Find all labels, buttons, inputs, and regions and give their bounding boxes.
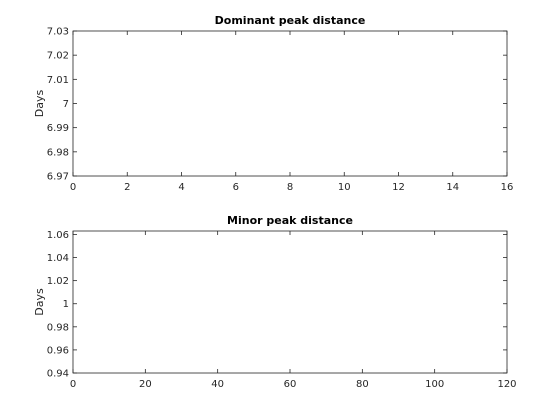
dominant-y-tick-label: 7.01 — [47, 75, 69, 86]
dominant-x-tick-label: 4 — [178, 182, 184, 193]
minor-y-axis-label: Days — [33, 288, 46, 316]
dominant-peak-panel: 0 2 4 6 8 10 12 14 16 6.97 6.98 6.99 7 7.01 7.02 7.03 Do… — [33, 14, 513, 193]
dominant-chart-title: Dominant peak distance — [215, 14, 366, 27]
minor-x-tick-label: 80 — [356, 379, 369, 390]
minor-y-tick-label: 0.96 — [47, 345, 69, 356]
dominant-x-tick-label: 12 — [392, 182, 405, 193]
minor-y-tick-label: 0.94 — [47, 369, 69, 380]
dominant-y-axis-label: Days — [33, 90, 46, 118]
minor-axes-frame — [72, 230, 508, 374]
dominant-x-tick-label: 0 — [70, 182, 76, 193]
minor-peak-panel: 0 20 40 60 80 100 120 0.94 0.96 0.98 1 1.02 1.04 1.06… — [33, 214, 517, 390]
dominant-y-tick-label: 6.98 — [47, 147, 69, 158]
minor-x-tick-label: 20 — [139, 379, 152, 390]
minor-y-tick-label: 1.02 — [47, 276, 69, 287]
dominant-x-tick-label: 14 — [446, 182, 459, 193]
dominant-x-tick-label: 2 — [124, 182, 130, 193]
minor-x-tick-label: 60 — [284, 379, 297, 390]
dominant-x-tick-label: 10 — [338, 182, 351, 193]
minor-y-tick-label: 0.98 — [47, 322, 69, 333]
dominant-y-tick-label: 6.99 — [47, 123, 69, 134]
dominant-x-tick-label: 8 — [287, 182, 293, 193]
minor-chart-title: Minor peak distance — [227, 214, 353, 227]
minor-x-tick-label: 120 — [497, 379, 516, 390]
dominant-x-tick-label: 16 — [501, 182, 514, 193]
dominant-y-tick-label: 7 — [63, 99, 69, 110]
dominant-y-tick-label: 7.02 — [47, 51, 69, 62]
minor-x-tick-label: 100 — [425, 379, 444, 390]
dominant-y-tick-label: 6.97 — [47, 172, 69, 183]
minor-y-tick-label: 1.06 — [47, 230, 69, 241]
minor-x-tick-label: 0 — [70, 379, 76, 390]
dominant-axes-frame — [72, 30, 508, 177]
minor-x-tick-label: 40 — [211, 379, 224, 390]
minor-y-tick-label: 1.04 — [47, 253, 69, 264]
minor-y-tick-label: 1 — [63, 299, 69, 310]
dominant-y-tick-label: 7.03 — [47, 27, 69, 38]
dominant-x-tick-label: 6 — [233, 182, 239, 193]
